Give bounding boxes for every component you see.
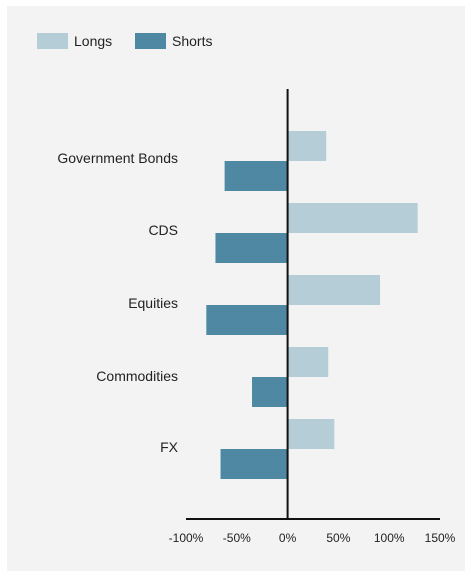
bar-shorts-fx (221, 449, 288, 479)
bar-shorts-equities (206, 305, 287, 335)
x-tick-label-3: 50% (326, 531, 350, 545)
x-tick-label-0: -100% (169, 531, 204, 545)
bar-longs-equities (288, 275, 380, 305)
bar-shorts-government-bonds (225, 161, 288, 191)
bar-shorts-commodities (252, 377, 288, 407)
x-tick-label-4: 100% (374, 531, 405, 545)
bar-longs-government-bonds (288, 131, 327, 161)
x-tick-label-1: -50% (223, 531, 251, 545)
x-tick-label-5: 150% (425, 531, 456, 545)
bar-shorts-cds (215, 233, 287, 263)
bar-longs-cds (288, 203, 418, 233)
x-tick-label-2: 0% (279, 531, 297, 545)
bar-longs-commodities (288, 347, 329, 377)
bar-longs-fx (288, 419, 335, 449)
